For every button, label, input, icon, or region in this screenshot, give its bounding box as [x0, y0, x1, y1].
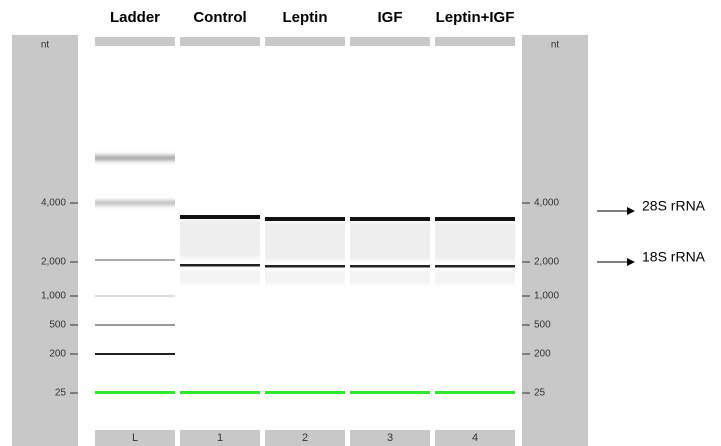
smear [180, 270, 260, 284]
band-18s [435, 265, 515, 268]
tick-label: 1,000 [534, 291, 559, 302]
ladder-band [95, 201, 175, 205]
band-28s [180, 215, 260, 219]
lane-top-bar [350, 37, 430, 46]
lane-header: Control [193, 9, 246, 26]
smear [265, 270, 345, 284]
lane-label: L [132, 432, 138, 444]
lane-header: Leptin [283, 9, 328, 26]
band-18s [350, 265, 430, 268]
smear [180, 220, 260, 258]
smear [265, 222, 345, 260]
tick-label: 500 [534, 320, 551, 331]
tick-label: 2,000 [41, 257, 66, 268]
ladder-band [95, 353, 175, 355]
left-marker-column [12, 35, 78, 446]
tick-label: 2,000 [534, 257, 559, 268]
axis-unit: nt [551, 40, 560, 51]
lane-top-bar [95, 37, 175, 46]
tick-label: 500 [49, 320, 66, 331]
smear [435, 270, 515, 284]
tick-label: 25 [534, 388, 546, 399]
marker-band [95, 391, 175, 394]
annotation: 18S rRNA [642, 249, 706, 265]
gel-figure: 28S rRNA 18S rRNA L Ladder 1 Control 2 Leptin… [0, 0, 721, 446]
lane-top-bar [435, 37, 515, 46]
tick-label: 4,000 [41, 198, 66, 209]
lane-top-bar [265, 37, 345, 46]
ladder-band [95, 295, 175, 297]
lane-header: Leptin+IGF [436, 9, 515, 26]
smear [435, 222, 515, 260]
lane-label: 1 [217, 432, 223, 444]
tick-label: 1,000 [41, 291, 66, 302]
right-marker-column [522, 35, 588, 446]
lane-top-bar [180, 37, 260, 46]
lane-header: Ladder [110, 9, 160, 26]
tick-label: 25 [55, 388, 67, 399]
tick-label: 4,000 [534, 198, 559, 209]
ladder-band [95, 156, 175, 161]
band-28s [350, 217, 430, 221]
band-18s [180, 264, 260, 267]
ladder-band [95, 259, 175, 261]
marker-band [350, 391, 430, 394]
tick-label: 200 [534, 349, 551, 360]
ladder-band [95, 324, 175, 326]
band-18s [265, 265, 345, 268]
tick-label: 200 [49, 349, 66, 360]
lane-header: IGF [378, 9, 403, 26]
lane [95, 46, 175, 430]
marker-band [180, 391, 260, 394]
band-28s [435, 217, 515, 221]
band-28s [265, 217, 345, 221]
lane-label: 4 [472, 432, 478, 444]
marker-band [435, 391, 515, 394]
smear [350, 222, 430, 260]
axis-unit: nt [41, 40, 50, 51]
smear [350, 270, 430, 284]
annotation: 28S rRNA [642, 198, 706, 214]
lane-label: 2 [302, 432, 308, 444]
lane-label: 3 [387, 432, 393, 444]
marker-band [265, 391, 345, 394]
